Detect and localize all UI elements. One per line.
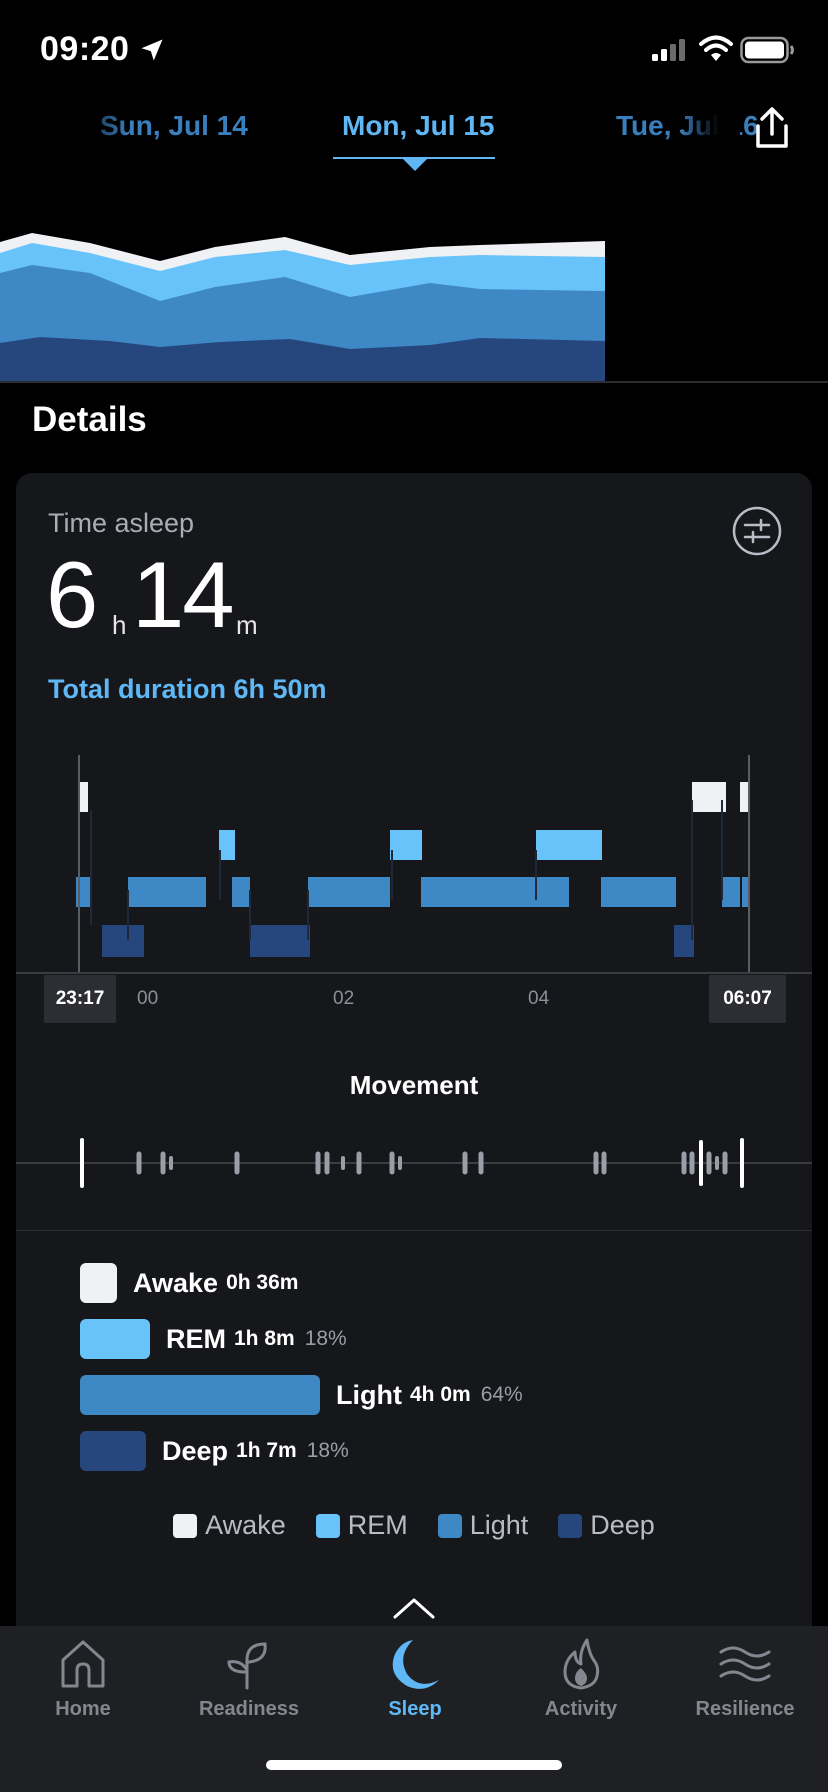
battery-icon <box>740 36 794 64</box>
nav-item-sleep[interactable]: Sleep <box>332 1636 498 1721</box>
stage-bar-light <box>80 1375 320 1415</box>
stage-percent: 18% <box>306 1439 349 1462</box>
sleep-trend-chart <box>0 233 828 383</box>
stage-duration: 1h 7m <box>236 1439 297 1462</box>
chevron-up-icon[interactable] <box>392 1596 436 1620</box>
status-time: 09:20 <box>40 30 130 68</box>
legend-swatch <box>558 1513 583 1538</box>
share-icon[interactable] <box>748 104 796 152</box>
flame-icon <box>563 1638 600 1690</box>
legend-swatch <box>173 1513 198 1538</box>
adjust-sliders-icon[interactable] <box>731 505 783 557</box>
hours-unit: h <box>112 610 127 640</box>
stage-percent: 64% <box>480 1383 523 1406</box>
movement-chart <box>16 1138 812 1188</box>
minutes-value: 14 <box>132 542 235 647</box>
stage-row-awake: Awake 0h 36m <box>80 1263 308 1303</box>
stage-row-light: Light 4h 0m 64% <box>80 1375 523 1415</box>
time-asleep-label: Time asleep <box>48 508 195 538</box>
section-divider <box>16 1230 812 1231</box>
stage-name: REM <box>166 1323 226 1354</box>
waves-icon <box>719 1646 771 1682</box>
nav-item-readiness[interactable]: Readiness <box>166 1636 332 1721</box>
details-title: Details <box>32 400 147 439</box>
moon-icon <box>392 1640 439 1689</box>
nav-item-resilience[interactable]: Resilience <box>662 1636 828 1721</box>
minutes-unit: m <box>236 610 258 640</box>
legend-label: REM <box>347 1510 408 1540</box>
date-tab-current[interactable]: Mon, Jul 15 <box>342 110 495 141</box>
cellular-signal-icon <box>652 39 685 61</box>
hypnogram-chart <box>16 755 812 974</box>
stage-duration: 1h 8m <box>234 1327 295 1350</box>
stage-row-rem: REM 1h 8m 18% <box>80 1319 347 1359</box>
hours-value: 6 <box>46 542 98 647</box>
legend-item-light: Light <box>437 1510 529 1541</box>
date-underline <box>333 157 495 159</box>
legend-item-deep: Deep <box>558 1510 655 1541</box>
stage-bar-awake <box>80 1263 117 1303</box>
movement-title: Movement <box>349 1070 479 1100</box>
date-caret <box>403 159 427 171</box>
stage-bar-rem <box>80 1319 150 1359</box>
location-arrow-icon <box>141 39 163 61</box>
hypnogram-tick: 02 <box>333 988 355 1009</box>
stage-name: Deep <box>162 1435 229 1466</box>
nav-item-home[interactable]: Home <box>0 1636 166 1721</box>
home-icon <box>61 1640 105 1688</box>
stage-legend: Awake REM Light Deep <box>0 1510 828 1541</box>
stage-duration: 0h 36m <box>226 1271 299 1294</box>
hypnogram-tick: 04 <box>528 988 550 1009</box>
sleep-details-card <box>16 473 812 1663</box>
hypnogram-end-time: 06:07 <box>709 975 786 1023</box>
wifi-icon <box>699 35 733 61</box>
nav-label: Activity <box>544 1698 618 1720</box>
date-fade-left <box>0 100 130 160</box>
sprout-icon <box>227 1642 267 1690</box>
nav-label: Readiness <box>198 1698 300 1720</box>
legend-label: Light <box>469 1510 529 1540</box>
legend-swatch <box>437 1513 462 1538</box>
legend-label: Deep <box>590 1510 655 1540</box>
nav-label: Sleep <box>388 1698 442 1720</box>
nav-item-activity[interactable]: Activity <box>498 1636 664 1721</box>
stage-row-deep: Deep 1h 7m 18% <box>80 1431 349 1471</box>
home-indicator[interactable] <box>266 1760 562 1770</box>
date-fade-right <box>680 100 740 160</box>
nav-label: Home <box>55 1698 111 1720</box>
stage-bar-deep <box>80 1431 146 1471</box>
stage-name: Awake <box>133 1267 219 1298</box>
stage-duration: 4h 0m <box>409 1383 471 1406</box>
legend-item-awake: Awake <box>173 1510 286 1541</box>
hypnogram-tick: 00 <box>137 988 159 1009</box>
legend-label: Awake <box>205 1510 286 1540</box>
legend-swatch <box>315 1513 340 1538</box>
legend-item-rem: REM <box>315 1510 408 1541</box>
total-duration: Total duration 6h 50m <box>48 674 327 704</box>
nav-label: Resilience <box>695 1698 795 1720</box>
stage-name: Light <box>336 1379 402 1410</box>
hypnogram-start-time: 23:17 <box>44 975 116 1023</box>
stage-percent: 18% <box>304 1327 347 1350</box>
